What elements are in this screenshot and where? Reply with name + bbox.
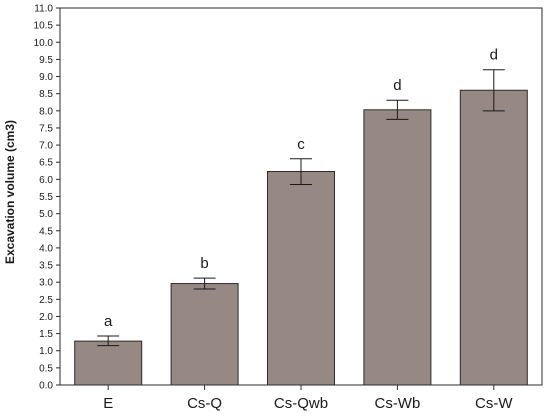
error-bars [97, 69, 505, 347]
y-tick-label: 5.0 [39, 209, 53, 220]
bar-cs-q [170, 283, 239, 386]
y-axis-title-group: Excavation volume (cm3) [3, 120, 17, 264]
bars [74, 89, 528, 386]
y-tick-label: 4.0 [39, 243, 53, 254]
significance-letter: a [104, 313, 113, 330]
y-ticks: 0.0 0.5 1.0 1.5 2.0 2.5 3.0 3.5 4.0 4.5 5.0 5.5 6.0 6… [34, 4, 60, 392]
y-tick-label: 0.5 [39, 363, 53, 374]
bar-cs-qwb [267, 170, 335, 386]
bar-e [74, 340, 143, 386]
y-tick-label: 4.5 [39, 226, 53, 237]
x-tick-label: Cs-Wb [374, 395, 420, 412]
significance-letter: c [297, 136, 305, 153]
y-axis-title: Excavation volume (cm3) [3, 120, 17, 264]
y-tick-label: 0.0 [39, 381, 53, 392]
significance-letter: b [200, 255, 208, 272]
y-tick-label: 6.0 [39, 175, 53, 186]
significance-letters: a b c d d [104, 47, 498, 330]
y-tick-label: 1.0 [39, 346, 53, 357]
x-ticks: E Cs-Q Cs-Qwb Cs-Wb Cs-W [103, 385, 513, 412]
y-tick-label: 1.5 [39, 329, 53, 340]
y-tick-label: 2.5 [39, 295, 53, 306]
y-tick-label: 5.5 [39, 192, 53, 203]
y-tick-label: 7.0 [39, 141, 53, 152]
significance-letter: d [393, 77, 401, 94]
y-tick-label: 10.0 [34, 38, 54, 49]
y-tick-label: 3.5 [39, 261, 53, 272]
x-tick-label: E [103, 395, 113, 412]
y-tick-label: 7.5 [39, 123, 53, 134]
y-tick-label: 11.0 [34, 4, 53, 15]
bar-cs-wb [363, 109, 432, 386]
y-tick-label: 8.0 [39, 106, 53, 117]
y-tick-label: 9.5 [39, 55, 53, 66]
significance-letter: d [490, 47, 498, 64]
y-tick-label: 6.5 [39, 158, 53, 169]
y-tick-label: 3.0 [39, 278, 53, 289]
x-tick-label: Cs-W [475, 395, 513, 412]
y-tick-label: 9.0 [39, 72, 53, 83]
y-tick-label: 8.5 [39, 89, 53, 100]
y-tick-label: 2.0 [39, 312, 53, 323]
bar-cs-w [459, 89, 528, 386]
x-tick-label: Cs-Q [187, 395, 222, 412]
x-tick-label: Cs-Qwb [274, 395, 328, 412]
y-tick-label: 10.5 [34, 21, 54, 32]
